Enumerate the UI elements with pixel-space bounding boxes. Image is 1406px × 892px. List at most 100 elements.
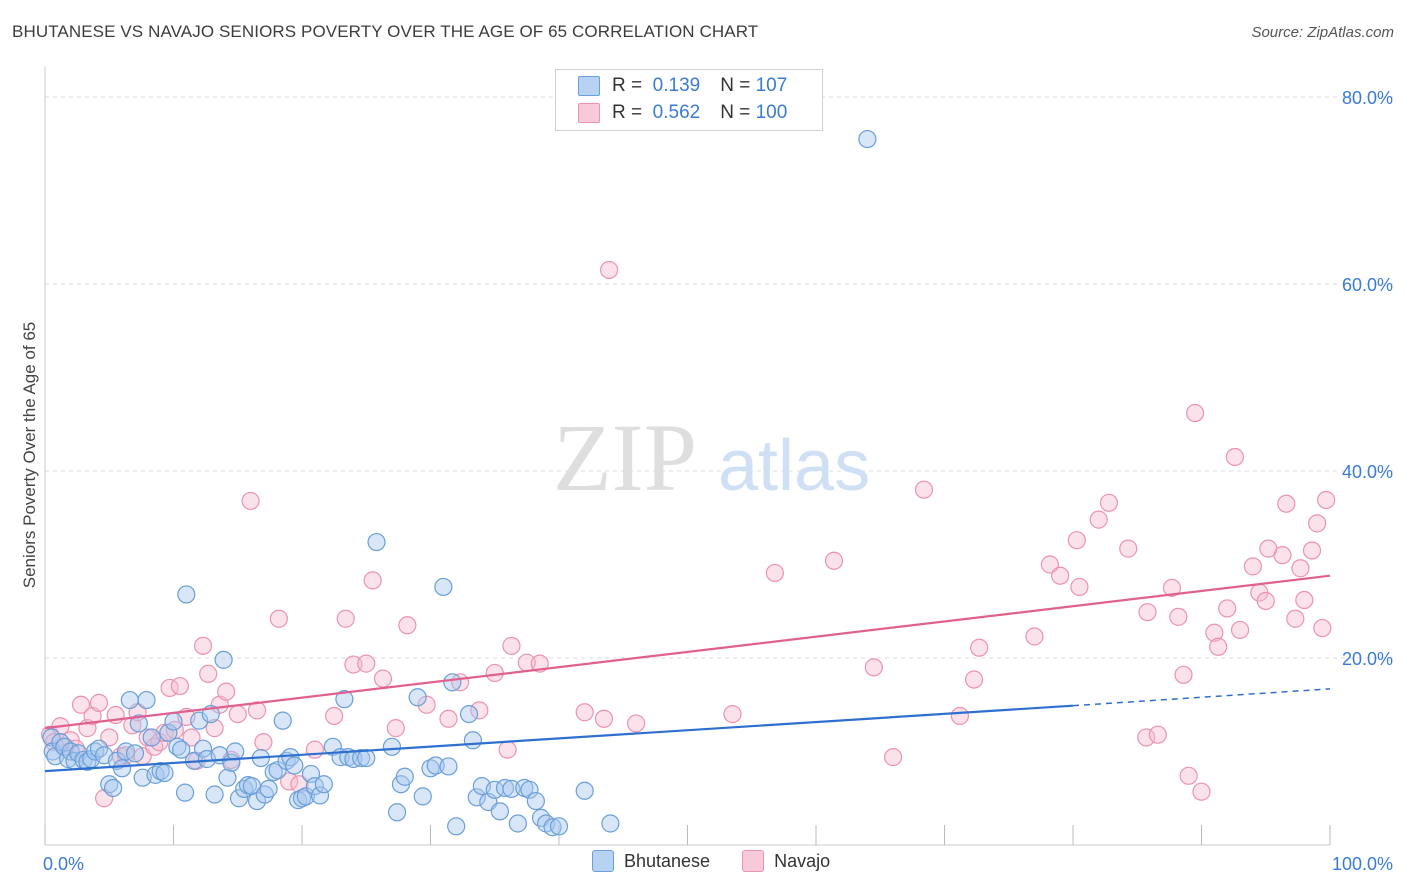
bhutanese-legend-swatch xyxy=(592,850,614,872)
legend-r-value: 0.562 xyxy=(652,102,701,123)
x-tick-label: 0.0% xyxy=(43,854,84,874)
navajo-point xyxy=(864,658,883,677)
navajo-point xyxy=(1291,559,1310,578)
navajo-point xyxy=(723,704,742,724)
bhutanese-point xyxy=(116,742,136,761)
navajo-legend-swatch xyxy=(742,850,765,872)
bhutanese-point xyxy=(218,768,237,787)
legend-n-label: N = xyxy=(720,102,751,123)
navajo-point xyxy=(269,609,288,628)
navajo-point xyxy=(170,676,190,696)
bhutanese-point xyxy=(323,737,342,756)
bhutanese-point xyxy=(387,803,407,822)
navajo-point xyxy=(950,706,970,726)
legend-item-bhutanese: Bhutanese xyxy=(592,850,710,872)
navajo-point xyxy=(247,701,267,720)
y-axis-label: Seniors Poverty Over the Age of 65 xyxy=(20,321,39,589)
bhutanese-point xyxy=(459,704,479,724)
bhutanese-point xyxy=(193,739,213,758)
navajo-point xyxy=(1256,591,1275,611)
bhutanese-point xyxy=(314,775,333,794)
y-tick-label: 20.0% xyxy=(1342,649,1393,669)
correlation-legend: R = 0.139 N = 107 R = 0.562 N = 100 xyxy=(555,69,823,131)
legend-row-navajo: R = 0.562 N = 100 xyxy=(578,100,787,126)
bhutanese-point xyxy=(413,787,432,806)
bhutanese-point xyxy=(205,785,224,804)
navajo-point xyxy=(83,706,102,726)
bhutanese-point xyxy=(142,728,161,747)
bhutanese-point xyxy=(395,767,414,786)
bhutanese-point xyxy=(159,723,178,742)
bhutanese-point xyxy=(305,776,324,796)
navajo-point xyxy=(138,728,157,747)
navajo-swatch xyxy=(578,103,600,123)
navajo-point xyxy=(241,491,260,511)
navajo-point xyxy=(914,480,934,499)
bhutanese-point xyxy=(421,759,440,778)
bhutanese-point xyxy=(285,756,304,775)
navajo-point xyxy=(1089,510,1108,529)
bhutanese-point xyxy=(508,814,527,833)
chart-title: BHUTANESE VS NAVAJO SENIORS POVERTY OVER… xyxy=(12,22,759,41)
navajo-point xyxy=(1308,514,1327,533)
navajo-point xyxy=(363,571,382,590)
chart-source: Source: ZipAtlas.com xyxy=(1251,24,1394,41)
bhutanese-point xyxy=(526,791,545,811)
bhutanese-point xyxy=(439,757,458,776)
navajo-point xyxy=(398,616,417,635)
navajo-point xyxy=(1317,490,1336,510)
navajo-point xyxy=(1286,609,1305,628)
navajo-point xyxy=(254,733,273,752)
bhutanese-point xyxy=(125,744,145,763)
bhutanese-point xyxy=(426,756,445,775)
navajo-point xyxy=(970,638,989,657)
bhutanese-point xyxy=(357,748,376,768)
legend-row-bhutanese: R = 0.139 N = 107 xyxy=(578,73,787,99)
navajo-point xyxy=(1137,728,1156,747)
legend-n-value: 100 xyxy=(755,102,788,123)
bhutanese-point xyxy=(382,737,402,756)
bhutanese-point xyxy=(112,759,132,778)
bhutanese-point xyxy=(601,814,620,833)
navajo-point xyxy=(600,260,619,280)
bhutanese-point xyxy=(408,688,427,707)
bhutanese-point xyxy=(137,690,156,710)
bhutanese-point xyxy=(155,763,174,783)
y-tick-label: 40.0% xyxy=(1342,462,1393,482)
navajo-point xyxy=(1313,618,1332,638)
bhutanese-point xyxy=(467,788,486,807)
bhutanese-point xyxy=(129,714,148,733)
bhutanese-point xyxy=(367,532,386,552)
bhutanese-point xyxy=(447,817,466,836)
navajo-point xyxy=(1051,566,1070,585)
y-tick-label: 60.0% xyxy=(1342,275,1393,295)
legend-label-bhutanese: Bhutanese xyxy=(624,850,711,871)
bhutanese-point xyxy=(335,690,354,709)
legend-r-value: 0.139 xyxy=(652,75,701,96)
navajo-point xyxy=(199,664,218,683)
navajo-points xyxy=(41,260,1336,808)
navajo-point xyxy=(228,704,247,724)
navajo-point xyxy=(883,748,903,767)
bhutanese-point xyxy=(104,778,123,798)
bhutanese-point xyxy=(575,781,594,800)
bhutanese-point xyxy=(273,711,292,730)
navajo-point xyxy=(217,682,236,701)
bhutanese-points xyxy=(42,129,877,837)
navajo-trend-line xyxy=(44,574,1331,730)
navajo-point xyxy=(182,728,201,747)
navajo-point xyxy=(193,636,213,655)
navajo-point xyxy=(336,609,355,628)
bhutanese-point xyxy=(42,728,61,747)
navajo-point xyxy=(1302,541,1322,560)
navajo-point xyxy=(1025,627,1044,646)
bhutanese-point xyxy=(164,712,183,731)
navajo-point xyxy=(1192,782,1211,801)
navajo-point xyxy=(1169,607,1188,626)
navajo-point xyxy=(1162,578,1182,597)
bhutanese-point xyxy=(259,779,278,799)
bhutanese-swatch xyxy=(578,76,600,96)
navajo-point xyxy=(386,719,405,738)
navajo-point xyxy=(1259,539,1278,558)
navajo-point xyxy=(1225,447,1245,467)
